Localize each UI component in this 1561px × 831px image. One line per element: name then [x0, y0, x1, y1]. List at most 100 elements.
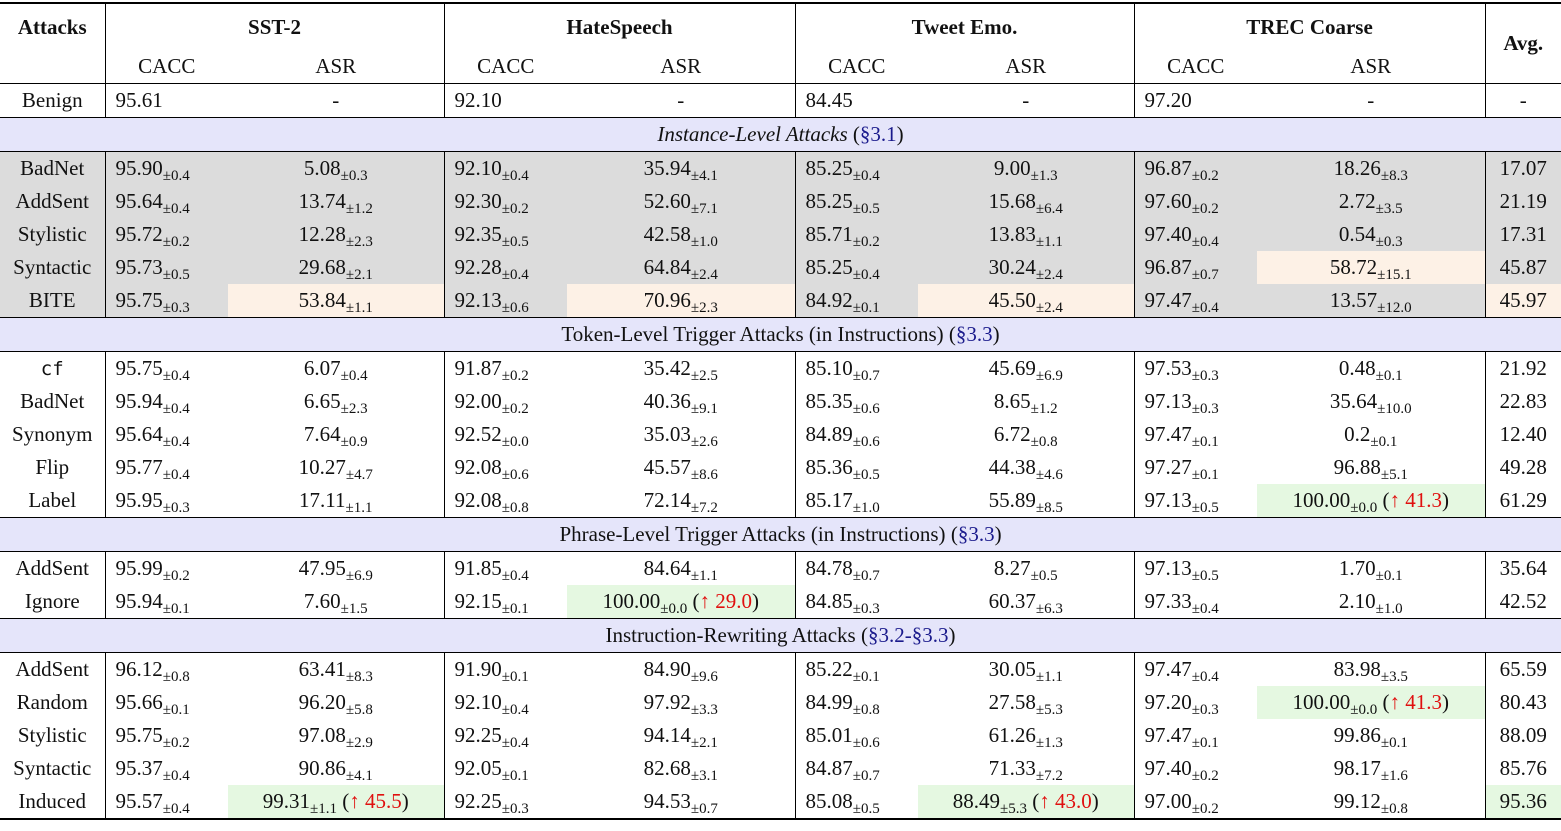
table-row-benign: Benign 95.61 - 92.10 - 84.45 - 97.20 - -: [0, 83, 1561, 118]
row-label: Stylistic: [0, 218, 105, 251]
cacc-cell: 92.25±0.4: [443, 719, 567, 752]
mean-value: 58.72: [1329, 255, 1378, 279]
subheader-cacc: CACC: [1133, 50, 1257, 84]
cacc-cell: 97.33±0.4: [1133, 585, 1257, 619]
mean-value: 97.08: [298, 723, 346, 747]
cacc-cell: 95.37±0.4: [104, 752, 228, 785]
improvement-delta: ↑ 43.0: [1039, 789, 1092, 813]
mean-value: 84.78: [805, 556, 853, 580]
std-value: ±2.3: [340, 401, 368, 417]
mean-value: 92.35: [454, 222, 502, 246]
std-value: ±0.5: [1191, 568, 1219, 584]
asr-cell: 96.88±5.1: [1257, 451, 1485, 484]
cacc-cell: 85.25±0.4: [794, 151, 918, 185]
std-value: ±7.2: [1035, 768, 1063, 784]
table-row: Induced 95.57±0.4 99.31±1.1 (↑ 45.5) 92.25±…: [0, 785, 1561, 819]
cacc-cell: 85.25±0.5: [794, 185, 918, 218]
std-value: ±0.1: [852, 300, 880, 316]
mean-value: 71.33: [988, 756, 1036, 780]
std-value: ±0.4: [501, 735, 529, 751]
std-value: ±0.4: [1191, 669, 1219, 685]
cacc-cell: 97.00±0.2: [1133, 785, 1257, 819]
asr-cell: 58.72±15.1: [1257, 251, 1486, 284]
asr-cell: 0.54±0.3: [1257, 218, 1486, 251]
std-value: ±0.4: [162, 768, 190, 784]
std-value: ±5.3: [1035, 702, 1063, 718]
row-label: Label: [28, 488, 77, 512]
mean-value: 42.58: [643, 222, 691, 246]
avg-cell: 21.92: [1484, 351, 1561, 385]
mean-value: 99.86: [1333, 723, 1381, 747]
avg-cell: 85.76: [1484, 752, 1561, 785]
mean-value: 45.57: [643, 455, 691, 479]
improvement-delta: ↑ 29.0: [699, 589, 752, 613]
avg-cell: 35.64: [1484, 551, 1561, 585]
mean-value: 17.11: [299, 488, 346, 512]
cacc-cell: 96.87±0.7: [1133, 251, 1257, 284]
mean-value: 97.27: [1144, 455, 1192, 479]
std-value: ±0.1: [501, 601, 529, 617]
row-label: BITE: [0, 284, 105, 318]
mean-value: 97.40: [1144, 756, 1192, 780]
mean-value: 95.99: [115, 556, 163, 580]
mean-value: 0.54: [1338, 222, 1376, 246]
asr-cell: 82.68±3.1: [567, 752, 795, 785]
mean-value: 6.72: [993, 422, 1031, 446]
section-header-row: Instance-Level Attacks (§3.1): [0, 117, 1561, 152]
mean-value: 92.13: [454, 288, 502, 312]
mean-value: 92.52: [454, 422, 502, 446]
std-value: ±0.5: [852, 467, 880, 483]
asr-cell: -: [332, 88, 340, 112]
mean-value: 97.47: [1144, 288, 1192, 312]
std-value: ±0.1: [501, 768, 529, 784]
table-row: Synonym 95.64±0.4 7.64±0.9 92.52±0.0 35.03±2…: [0, 418, 1561, 451]
asr-cell: 96.20±5.8: [228, 686, 444, 719]
asr-cell: 35.94±4.1: [567, 151, 795, 185]
mean-value: 30.05: [988, 657, 1036, 681]
mean-value: 92.15: [454, 589, 502, 613]
mean-value: 85.25: [805, 255, 853, 279]
mean-value: 63.41: [298, 657, 346, 681]
asr-cell: 99.86±0.1: [1257, 719, 1485, 752]
mean-value: 95.64: [115, 422, 163, 446]
table-row: Syntactic 95.37±0.4 90.86±4.1 92.05±0.1 82.6…: [0, 752, 1561, 785]
improvement-delta: ↑ 45.5: [349, 789, 402, 813]
cacc-cell: 91.87±0.2: [443, 351, 567, 385]
std-value: ±0.4: [162, 401, 190, 417]
mean-value: 96.88: [1333, 455, 1381, 479]
avg-cell: 42.52: [1484, 585, 1561, 619]
asr-cell: 7.60±1.5: [228, 585, 444, 619]
mean-value: 13.74: [298, 189, 346, 213]
std-value: ±3.3: [690, 702, 718, 718]
mean-value: 97.60: [1144, 189, 1192, 213]
std-value: ±0.4: [501, 702, 529, 718]
std-value: ±0.1: [852, 669, 880, 685]
mean-value: 82.68: [643, 756, 691, 780]
mean-value: 90.86: [298, 756, 346, 780]
std-value: ±0.3: [1191, 368, 1219, 384]
asr-cell: 100.00±0.0 (↑ 41.3): [1257, 686, 1486, 719]
std-value: ±9.1: [690, 401, 718, 417]
mean-value: 84.99: [805, 690, 853, 714]
asr-cell: 6.65±2.3: [228, 385, 444, 418]
mean-value: 97.13: [1144, 488, 1192, 512]
asr-cell: 10.27±4.7: [228, 451, 444, 484]
asr-cell: 63.41±8.3: [228, 653, 444, 687]
std-value: ±0.4: [162, 168, 190, 184]
asr-cell: 13.57±12.0: [1257, 284, 1486, 318]
mean-value: 13.57: [1329, 288, 1378, 312]
mean-value: 97.13: [1144, 389, 1192, 413]
cacc-cell: 84.45: [794, 83, 918, 118]
mean-value: 100.00: [1292, 488, 1351, 512]
asr-cell: 35.64±10.0: [1257, 385, 1485, 418]
mean-value: 94.53: [643, 789, 691, 813]
cacc-cell: 84.99±0.8: [794, 686, 918, 719]
cacc-cell: 92.28±0.4: [443, 251, 567, 284]
std-value: ±0.0: [1350, 500, 1378, 516]
std-value: ±0.4: [1191, 234, 1219, 250]
asr-cell: 94.53±0.7: [567, 785, 795, 819]
asr-cell: -: [677, 88, 685, 112]
std-value: ±0.2: [1191, 768, 1219, 784]
cacc-cell: 92.25±0.3: [443, 785, 567, 819]
